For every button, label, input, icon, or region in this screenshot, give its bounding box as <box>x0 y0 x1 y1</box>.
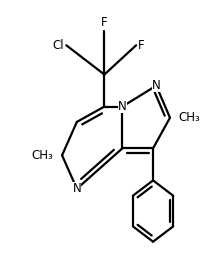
Text: N: N <box>118 100 127 113</box>
Text: CH₃: CH₃ <box>32 149 54 162</box>
Text: F: F <box>101 16 108 29</box>
Text: N: N <box>152 79 161 92</box>
Text: Cl: Cl <box>53 39 64 52</box>
Text: F: F <box>138 39 145 52</box>
Text: CH₃: CH₃ <box>178 111 200 124</box>
Text: N: N <box>72 182 81 195</box>
